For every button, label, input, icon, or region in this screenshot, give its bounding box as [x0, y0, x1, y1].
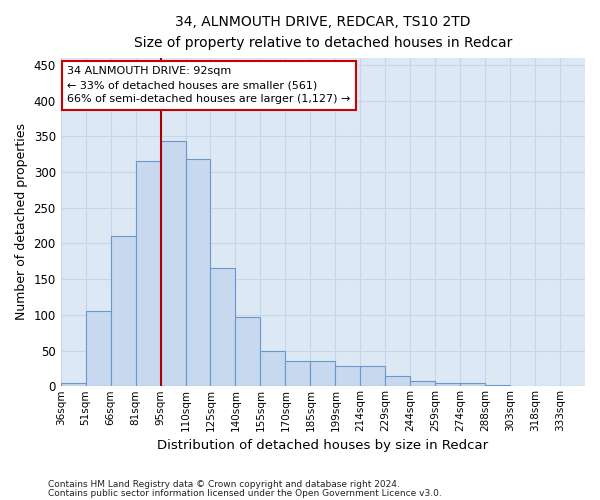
Bar	[435, 382, 460, 386]
Text: Contains HM Land Registry data © Crown copyright and database right 2024.: Contains HM Land Registry data © Crown c…	[48, 480, 400, 489]
Bar	[61, 382, 86, 386]
Text: Contains public sector information licensed under the Open Government Licence v3: Contains public sector information licen…	[48, 488, 442, 498]
Bar	[136, 160, 161, 386]
Bar	[410, 380, 435, 386]
Bar	[161, 142, 185, 386]
Bar	[460, 382, 485, 386]
Bar	[360, 366, 385, 386]
Bar	[335, 366, 360, 386]
Title: 34, ALNMOUTH DRIVE, REDCAR, TS10 2TD
Size of property relative to detached house: 34, ALNMOUTH DRIVE, REDCAR, TS10 2TD Siz…	[134, 15, 512, 50]
Bar	[310, 362, 335, 386]
Bar	[485, 385, 510, 386]
Bar	[385, 376, 410, 386]
Bar	[286, 362, 310, 386]
Bar	[185, 159, 211, 386]
X-axis label: Distribution of detached houses by size in Redcar: Distribution of detached houses by size …	[157, 440, 488, 452]
Bar	[86, 310, 110, 386]
Y-axis label: Number of detached properties: Number of detached properties	[15, 124, 28, 320]
Bar	[211, 268, 235, 386]
Text: 34 ALNMOUTH DRIVE: 92sqm
← 33% of detached houses are smaller (561)
66% of semi-: 34 ALNMOUTH DRIVE: 92sqm ← 33% of detach…	[67, 66, 350, 104]
Bar	[260, 350, 286, 386]
Bar	[110, 236, 136, 386]
Bar	[235, 317, 260, 386]
